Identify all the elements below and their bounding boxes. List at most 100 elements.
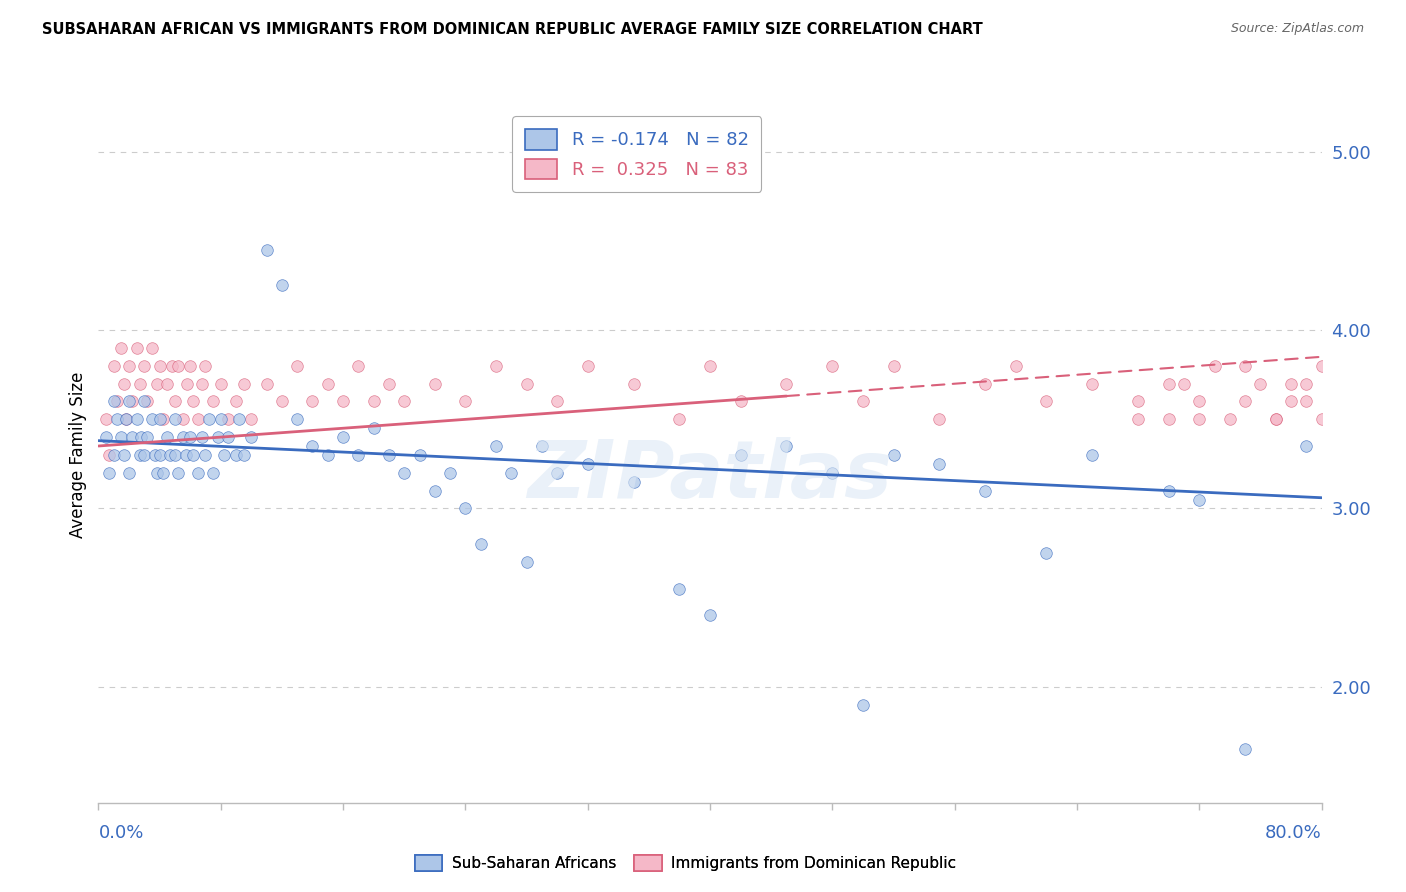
Point xyxy=(1188,492,1211,507)
Point xyxy=(730,448,752,462)
Text: 0.0%: 0.0% xyxy=(98,824,143,842)
Point xyxy=(232,448,254,462)
Point xyxy=(1295,439,1317,453)
Point xyxy=(240,430,263,444)
Point xyxy=(172,412,194,426)
Point xyxy=(821,359,844,373)
Point xyxy=(546,466,568,480)
Point xyxy=(112,448,135,462)
Point xyxy=(228,412,250,426)
Point xyxy=(423,376,446,391)
Point xyxy=(530,439,553,453)
Point xyxy=(197,412,219,426)
Point xyxy=(928,457,950,471)
Point xyxy=(134,359,156,373)
Point xyxy=(378,376,401,391)
Point xyxy=(159,448,181,462)
Point xyxy=(1234,742,1257,756)
Point xyxy=(156,430,179,444)
Point xyxy=(209,376,232,391)
Point xyxy=(1081,376,1104,391)
Point xyxy=(1035,394,1057,409)
Point xyxy=(94,430,117,444)
Point xyxy=(202,394,225,409)
Point xyxy=(363,421,385,435)
Point xyxy=(454,394,477,409)
Point xyxy=(301,394,323,409)
Point xyxy=(668,412,690,426)
Point xyxy=(576,457,599,471)
Point xyxy=(156,376,179,391)
Point xyxy=(1035,546,1057,560)
Point xyxy=(775,376,797,391)
Point xyxy=(110,430,132,444)
Point xyxy=(149,412,172,426)
Point xyxy=(1310,412,1333,426)
Point xyxy=(179,430,201,444)
Point xyxy=(207,430,229,444)
Point xyxy=(470,537,492,551)
Point xyxy=(699,359,721,373)
Point xyxy=(110,341,132,355)
Point xyxy=(125,412,148,426)
Point xyxy=(546,394,568,409)
Point xyxy=(115,412,138,426)
Point xyxy=(852,394,875,409)
Point xyxy=(1204,359,1226,373)
Point xyxy=(105,394,128,409)
Point xyxy=(439,466,461,480)
Point xyxy=(134,394,156,409)
Point xyxy=(181,394,204,409)
Point xyxy=(347,448,370,462)
Point xyxy=(332,394,354,409)
Point xyxy=(103,448,125,462)
Point xyxy=(187,412,209,426)
Point xyxy=(1173,376,1195,391)
Point xyxy=(1004,359,1026,373)
Point xyxy=(516,376,538,391)
Point xyxy=(256,376,278,391)
Text: ZIPatlas: ZIPatlas xyxy=(527,437,893,515)
Point xyxy=(1157,376,1180,391)
Point xyxy=(209,412,232,426)
Point xyxy=(1279,394,1302,409)
Point xyxy=(94,412,117,426)
Point xyxy=(516,555,538,569)
Point xyxy=(128,376,150,391)
Point xyxy=(167,359,190,373)
Point xyxy=(576,359,599,373)
Point xyxy=(270,278,292,293)
Point xyxy=(301,439,323,453)
Point xyxy=(128,448,150,462)
Point xyxy=(730,394,752,409)
Point xyxy=(501,466,523,480)
Point xyxy=(225,394,247,409)
Point xyxy=(141,341,163,355)
Point xyxy=(103,359,125,373)
Point xyxy=(285,412,308,426)
Point xyxy=(363,394,385,409)
Point xyxy=(1188,394,1211,409)
Text: Source: ZipAtlas.com: Source: ZipAtlas.com xyxy=(1230,22,1364,36)
Point xyxy=(485,359,508,373)
Point xyxy=(225,448,247,462)
Point xyxy=(194,359,217,373)
Point xyxy=(172,430,194,444)
Point xyxy=(136,430,159,444)
Point xyxy=(1157,483,1180,498)
Legend: Sub-Saharan Africans, Immigrants from Dominican Republic: Sub-Saharan Africans, Immigrants from Do… xyxy=(408,847,963,879)
Point xyxy=(270,394,292,409)
Point xyxy=(1264,412,1286,426)
Point xyxy=(105,412,128,426)
Point xyxy=(1234,359,1257,373)
Point xyxy=(103,394,125,409)
Point xyxy=(1188,412,1211,426)
Point xyxy=(821,466,844,480)
Point xyxy=(217,430,239,444)
Point xyxy=(316,448,339,462)
Point xyxy=(285,359,308,373)
Point xyxy=(118,394,141,409)
Point xyxy=(1234,394,1257,409)
Point xyxy=(883,359,905,373)
Point xyxy=(392,466,416,480)
